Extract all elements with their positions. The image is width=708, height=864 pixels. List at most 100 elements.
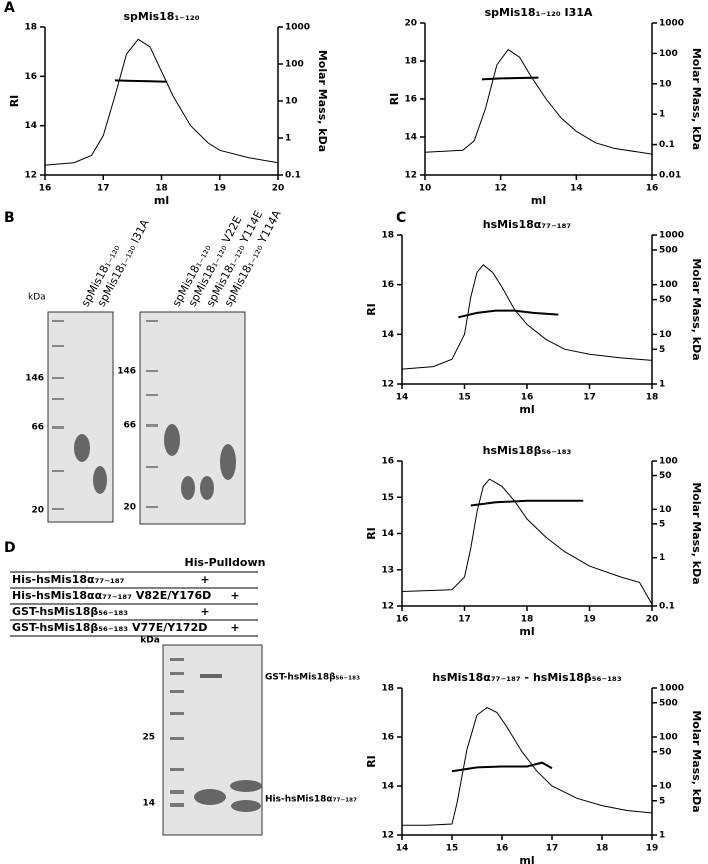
band-label: His-hsMis18α₇₇₋₁₈₇ xyxy=(265,795,357,805)
x-tick-label: 18 xyxy=(646,393,659,403)
panel-label: B xyxy=(4,210,15,226)
x-tick-label: 14 xyxy=(396,844,409,854)
y2-tick-label: 1 xyxy=(659,831,665,841)
y-tick-label: 16 xyxy=(381,280,394,290)
y2-tick-label: 50 xyxy=(659,295,672,305)
x-tick-label: 20 xyxy=(646,615,659,625)
x-axis-label: ml xyxy=(531,194,546,207)
y2-tick-label: 50 xyxy=(659,471,672,481)
x-tick-label: 17 xyxy=(583,393,596,403)
y2-tick-label: 5 xyxy=(659,519,665,529)
x-tick-label: 15 xyxy=(446,844,459,854)
gel-band xyxy=(220,444,236,480)
gel-band xyxy=(230,780,262,792)
ri-line xyxy=(401,264,653,370)
y2-axis-label: Molar Mass, kDa xyxy=(690,482,703,584)
ri-line xyxy=(424,48,653,155)
y-tick-label: 16 xyxy=(24,72,37,82)
row-label: His-hsMis18α₇₇₋₁₈₇ xyxy=(12,573,125,586)
x-tick-label: 18 xyxy=(155,184,168,194)
molar-mass-line xyxy=(481,76,539,81)
y-tick-label: 18 xyxy=(381,684,394,694)
x-tick-label: 16 xyxy=(39,184,52,194)
y-tick-label: 14 xyxy=(381,529,394,539)
y2-tick-label: 100 xyxy=(285,60,304,70)
y-tick-label: 16 xyxy=(381,457,394,467)
chart-title: hsMis18α₇₇₋₁₈₇ xyxy=(483,218,572,231)
molar-mass-line xyxy=(470,499,584,507)
band-label: GST-hsMis18β₅₆₋₁₈₃ xyxy=(265,673,360,683)
y2-tick-label: 1 xyxy=(285,134,291,144)
y2-tick-label: 5 xyxy=(659,345,665,355)
gel-band xyxy=(231,800,261,812)
y2-tick-label: 10 xyxy=(285,97,298,107)
y-tick-label: 18 xyxy=(404,57,417,67)
marker-label: 20 xyxy=(123,503,136,513)
y2-tick-label: 500 xyxy=(659,698,678,708)
x-tick-label: 14 xyxy=(396,393,409,403)
y-axis-label: RI xyxy=(8,95,21,108)
row-label: GST-hsMis18β₅₆₋₁₈₃ V77E/Y172D xyxy=(12,621,207,634)
y2-tick-label: 1000 xyxy=(659,231,684,241)
x-tick-label: 18 xyxy=(596,844,609,854)
y-tick-label: 14 xyxy=(404,133,417,143)
y-tick-label: 20 xyxy=(404,19,417,29)
marker-label: 25 xyxy=(142,733,155,743)
y2-tick-label: 0.1 xyxy=(659,140,675,150)
y-axis-label: RI xyxy=(365,755,378,768)
y-tick-label: 14 xyxy=(381,782,394,792)
chart-title: spMis18₁₋₁₂₀ I31A xyxy=(485,6,593,19)
y-tick-label: 18 xyxy=(24,23,37,33)
gel-band xyxy=(93,466,107,494)
marker-label: 146 xyxy=(117,367,136,377)
y2-tick-label: 1 xyxy=(659,380,665,390)
y-tick-label: 12 xyxy=(381,380,394,390)
x-tick-label: 20 xyxy=(272,184,285,194)
table-header: His-Pulldown xyxy=(185,556,266,569)
y2-tick-label: 10 xyxy=(659,79,672,89)
marker-label: 146 xyxy=(25,374,44,384)
row-label: His-hsMis18αα₇₇₋₁₈₇ V82E/Y176D xyxy=(12,589,211,602)
y2-tick-label: 1000 xyxy=(285,23,310,33)
row-label: GST-hsMis18β₅₆₋₁₈₃ xyxy=(12,605,128,618)
pulldown-table: His-Pulldown His-hsMis18α₇₇₋₁₈₇ + His-hs… xyxy=(10,556,266,637)
x-tick-label: 18 xyxy=(521,615,534,625)
axis-line xyxy=(401,688,653,836)
y-tick-label: 18 xyxy=(381,231,394,241)
y2-tick-label: 1000 xyxy=(659,684,684,694)
y-tick-label: 15 xyxy=(381,493,394,503)
y-tick-label: 13 xyxy=(381,565,394,575)
x-tick-label: 12 xyxy=(494,184,507,194)
y2-tick-label: 5 xyxy=(659,796,665,806)
molar-mass-line xyxy=(114,79,168,83)
gel-band xyxy=(181,476,195,500)
y2-axis-label: Molar Mass, kDa xyxy=(690,710,703,812)
y2-tick-label: 500 xyxy=(659,245,678,255)
x-axis-label: ml xyxy=(154,194,169,207)
y2-tick-label: 1 xyxy=(659,110,665,120)
y2-tick-label: 10 xyxy=(659,505,672,515)
marker-label: 66 xyxy=(123,421,136,431)
plus: + xyxy=(230,621,239,634)
marker-unit: kDa xyxy=(28,293,46,303)
molar-mass-line xyxy=(451,761,553,773)
x-tick-label: 17 xyxy=(546,844,559,854)
y2-tick-label: 100 xyxy=(659,49,678,59)
x-tick-label: 19 xyxy=(583,615,596,625)
y2-tick-label: 1 xyxy=(659,553,665,563)
y2-axis-label: Molar Mass, kDa xyxy=(690,258,703,360)
y-axis-label: RI xyxy=(388,93,401,106)
chart-title: hsMis18α₇₇₋₁₈₇ - hsMis18β₅₆₋₁₈₃ xyxy=(432,671,622,684)
y-tick-label: 14 xyxy=(24,121,37,131)
x-tick-label: 16 xyxy=(396,615,409,625)
gel-band xyxy=(200,674,222,678)
x-tick-label: 16 xyxy=(646,184,659,194)
y2-tick-label: 10 xyxy=(659,330,672,340)
y2-tick-label: 1000 xyxy=(659,19,684,29)
y-tick-label: 16 xyxy=(404,95,417,105)
ladder xyxy=(52,320,64,510)
y-tick-label: 12 xyxy=(404,171,417,181)
chart-title: spMis18₁₋₁₂₀ xyxy=(123,10,199,23)
molar-mass-line xyxy=(458,309,559,319)
